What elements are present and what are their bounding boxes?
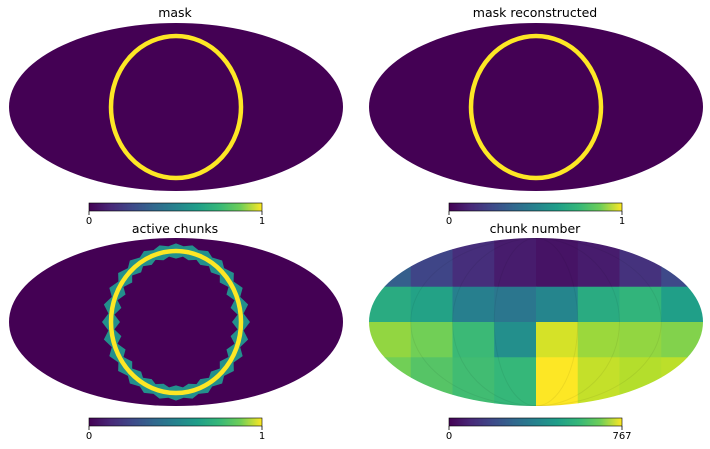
colorbar-min-label: 0	[86, 431, 92, 442]
colorbar: 0 1	[446, 202, 625, 227]
mask-ring	[108, 33, 244, 181]
panel-title: mask	[158, 5, 192, 20]
colorbar-max-label: 767	[612, 431, 631, 442]
colorbar: 0 1	[86, 202, 265, 227]
chunk-cell	[619, 357, 662, 406]
sky-map	[369, 23, 703, 191]
chunk-cell	[536, 238, 579, 288]
chunk-cell	[619, 322, 662, 358]
chunk-cell	[619, 286, 662, 323]
chunk-cell	[536, 322, 579, 358]
colorbar-min-label: 0	[446, 216, 452, 227]
map-background	[9, 238, 343, 406]
colorbar-max-label: 1	[259, 216, 265, 227]
chunk-cell	[452, 238, 495, 288]
colorbar-gradient	[448, 202, 623, 212]
colorbar: 0 1	[86, 417, 265, 442]
panel-active-chunks: active chunks 0 1	[9, 221, 343, 442]
chunk-cell	[369, 238, 412, 288]
chunk-cell	[619, 238, 662, 288]
panel-title: active chunks	[132, 221, 218, 236]
sky-map	[9, 23, 343, 191]
panel-mask-reconstructed: mask reconstructed 0 1	[369, 5, 703, 227]
chunk-cell	[536, 357, 579, 406]
chunk-cell	[494, 238, 537, 288]
chunk-cell	[494, 322, 537, 358]
chunk-cell	[577, 238, 621, 288]
chunk-cell	[661, 238, 703, 288]
chunk-cell	[577, 286, 621, 323]
chunk-cell	[536, 286, 579, 323]
map-background	[369, 23, 703, 191]
chunk-cell	[494, 286, 537, 323]
chunk-cell	[577, 322, 621, 358]
chunk-cell	[410, 322, 454, 358]
chunk-cell	[661, 322, 703, 358]
chunk-cell	[452, 286, 495, 323]
colorbar-max-label: 1	[619, 216, 625, 227]
panel-mask: mask 0 1	[9, 5, 343, 227]
panel-chunk-number: chunk number 0 767	[369, 221, 703, 442]
panel-title: mask reconstructed	[473, 5, 597, 20]
chunk-cell	[410, 357, 454, 406]
colorbar-gradient	[448, 417, 623, 427]
chunk-cell	[369, 357, 412, 406]
chunk-cell	[452, 357, 495, 406]
panel-title: chunk number	[490, 221, 581, 236]
chunk-cell	[369, 322, 412, 358]
chunk-seams	[410, 238, 662, 406]
colorbar: 0 767	[446, 417, 632, 442]
mask-ring	[108, 248, 244, 396]
mask-ring	[468, 33, 604, 181]
chunk-cell	[494, 357, 537, 406]
chunk-cell	[410, 286, 454, 323]
chunk-cell	[369, 286, 412, 323]
colorbar-min-label: 0	[446, 431, 452, 442]
chunk-cell	[661, 357, 703, 406]
map-background	[9, 23, 343, 191]
sky-map	[9, 238, 343, 406]
colorbar-gradient	[88, 417, 263, 427]
colorbar-gradient	[88, 202, 263, 212]
chunk-cell	[452, 322, 495, 358]
colorbar-max-label: 1	[259, 431, 265, 442]
sky-map	[369, 238, 703, 406]
chunk-grid	[369, 238, 703, 406]
colorbar-min-label: 0	[86, 216, 92, 227]
chunk-cell	[661, 286, 703, 323]
